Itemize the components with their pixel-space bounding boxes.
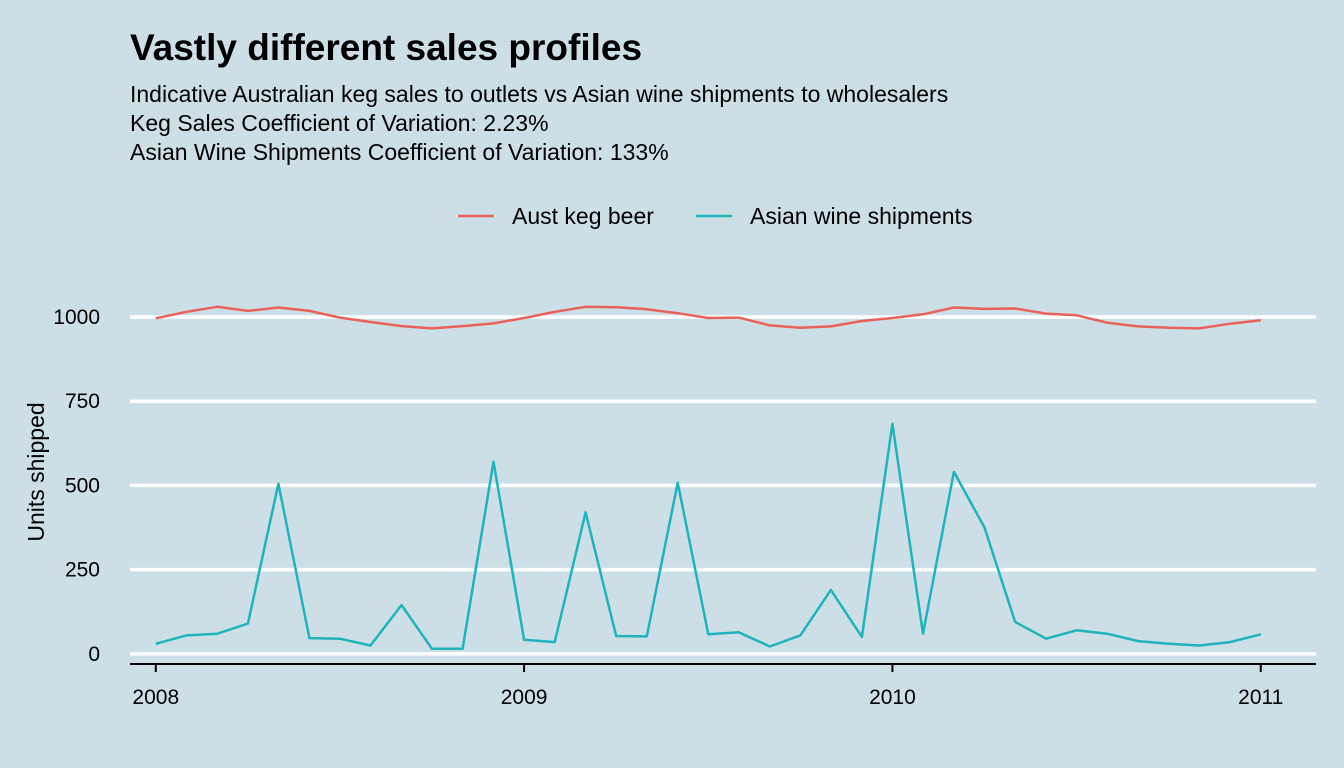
chart-title: Vastly different sales profiles bbox=[130, 27, 642, 68]
x-tick-label: 2011 bbox=[1238, 686, 1283, 709]
legend: Aust keg beer Asian wine shipments bbox=[458, 203, 972, 229]
y-axis-label: Units shipped bbox=[23, 402, 49, 541]
y-tick-label: 0 bbox=[88, 643, 100, 666]
y-axis-ticks: 0 250 500 750 1000 bbox=[53, 306, 100, 666]
x-tick-label: 2008 bbox=[132, 686, 179, 709]
legend-label-asian-wine-shipments: Asian wine shipments bbox=[750, 203, 972, 229]
y-tick-label: 1000 bbox=[53, 306, 100, 329]
chart-subtitle-line-1: Indicative Australian keg sales to outle… bbox=[130, 81, 948, 107]
legend-label-aust-keg-beer: Aust keg beer bbox=[512, 203, 654, 229]
y-tick-label: 750 bbox=[65, 390, 100, 413]
series-line-asian-wine-shipments bbox=[155, 422, 1262, 651]
x-tick-label: 2009 bbox=[501, 686, 548, 709]
x-tick-label: 2010 bbox=[869, 686, 916, 709]
chart-subtitle-line-2: Keg Sales Coefficient of Variation: 2.23… bbox=[130, 110, 549, 136]
gridlines bbox=[130, 315, 1316, 656]
chart-subtitle-line-3: Asian Wine Shipments Coefficient of Vari… bbox=[130, 139, 669, 165]
series-lines bbox=[155, 305, 1262, 651]
x-axis-ticks: 2008 2009 2010 2011 bbox=[132, 664, 1283, 709]
y-tick-label: 250 bbox=[65, 559, 100, 582]
series-line-aust-keg-beer bbox=[155, 305, 1261, 330]
y-tick-label: 500 bbox=[65, 474, 100, 497]
